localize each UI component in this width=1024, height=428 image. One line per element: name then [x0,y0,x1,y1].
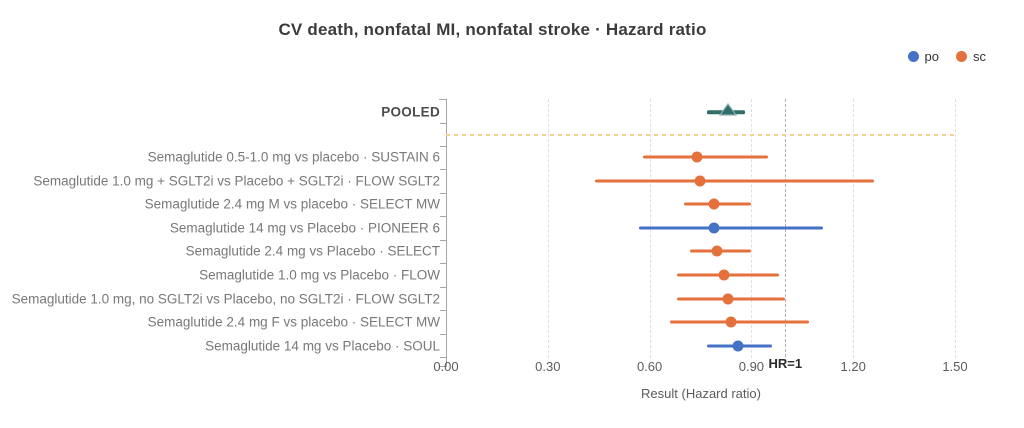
x-tick-label: 1.20 [840,359,866,374]
gridline [954,99,956,358]
y-axis-tick [440,310,446,312]
pooled-triangle-marker [718,102,738,122]
x-tick-label: 0.30 [535,359,561,374]
ci-line [642,155,769,159]
ci-line [595,179,874,183]
study-row-label: Semaglutide 1.0 mg vs Placebo · FLOW [199,267,440,283]
hr-point-marker [718,269,730,281]
legend-item-po[interactable]: po [907,49,939,64]
legend-label-sc: sc [973,49,986,64]
y-axis-cap [439,366,447,367]
y-axis-tick [440,192,446,194]
study-row-label: Semaglutide 2.4 mg F vs placebo · SELECT… [147,314,440,330]
pooled-separator-line [446,134,957,136]
hr-point-marker [708,198,720,210]
x-tick-label: 0.60 [636,359,663,374]
study-row-label: Semaglutide 2.4 mg M vs placebo · SELECT… [144,196,440,212]
legend-item-sc[interactable]: sc [956,49,986,64]
y-axis-tick [440,286,446,288]
hr-point-marker [722,293,734,304]
y-axis-line [446,99,447,366]
y-axis-tick [440,333,446,335]
pooled-row-label: POOLED [381,104,440,120]
y-axis-tick [440,357,446,359]
sc-dot-icon [956,51,967,62]
ci-line [669,320,810,324]
hr-equals-1-label: HR=1 [768,356,803,371]
x-tick-label: 0.90 [738,359,765,374]
study-row-label: Semaglutide 0.5-1.0 mg vs placebo · SUST… [147,149,440,165]
hr-point-marker [725,316,737,328]
y-axis-tick [440,145,446,147]
study-row-label: Semaglutide 1.0 mg, no SGLT2i vs Placebo… [11,291,440,306]
y-axis-tick [440,263,446,265]
chart-title: CV death, nonfatal MI, nonfatal stroke ·… [278,20,707,39]
hr-point-marker [711,245,723,257]
hr-point-marker [691,151,703,163]
chart-legend: po sc [907,49,986,64]
study-row-label: Semaglutide 1.0 mg + SGLT2i vs Placebo +… [33,173,440,189]
y-axis-tick [440,168,446,170]
hr-point-marker [732,340,744,352]
x-axis-title: Result (Hazard ratio) [641,386,761,401]
x-tick-label: 0.00 [433,359,459,374]
y-axis-tick [440,216,446,218]
gridline [547,99,549,358]
hr-point-marker [708,222,720,234]
study-row-label: Semaglutide 14 mg vs Placebo · SOUL [205,338,440,354]
x-tick-label: 1.50 [942,359,968,374]
hr-point-marker [694,175,706,187]
hr-1-reference-line [785,99,787,362]
study-row-label: Semaglutide 2.4 mg vs Placebo · SELECT [185,243,440,259]
study-row-label: Semaglutide 14 mg vs Placebo · PIONEER 6 [169,220,440,236]
y-axis-tick [440,123,446,124]
y-axis-cap [439,99,447,100]
ci-line [639,226,823,230]
y-axis-tick [440,239,446,241]
gridline [853,99,855,358]
po-dot-icon [907,51,919,62]
legend-label-po: po [924,49,939,64]
